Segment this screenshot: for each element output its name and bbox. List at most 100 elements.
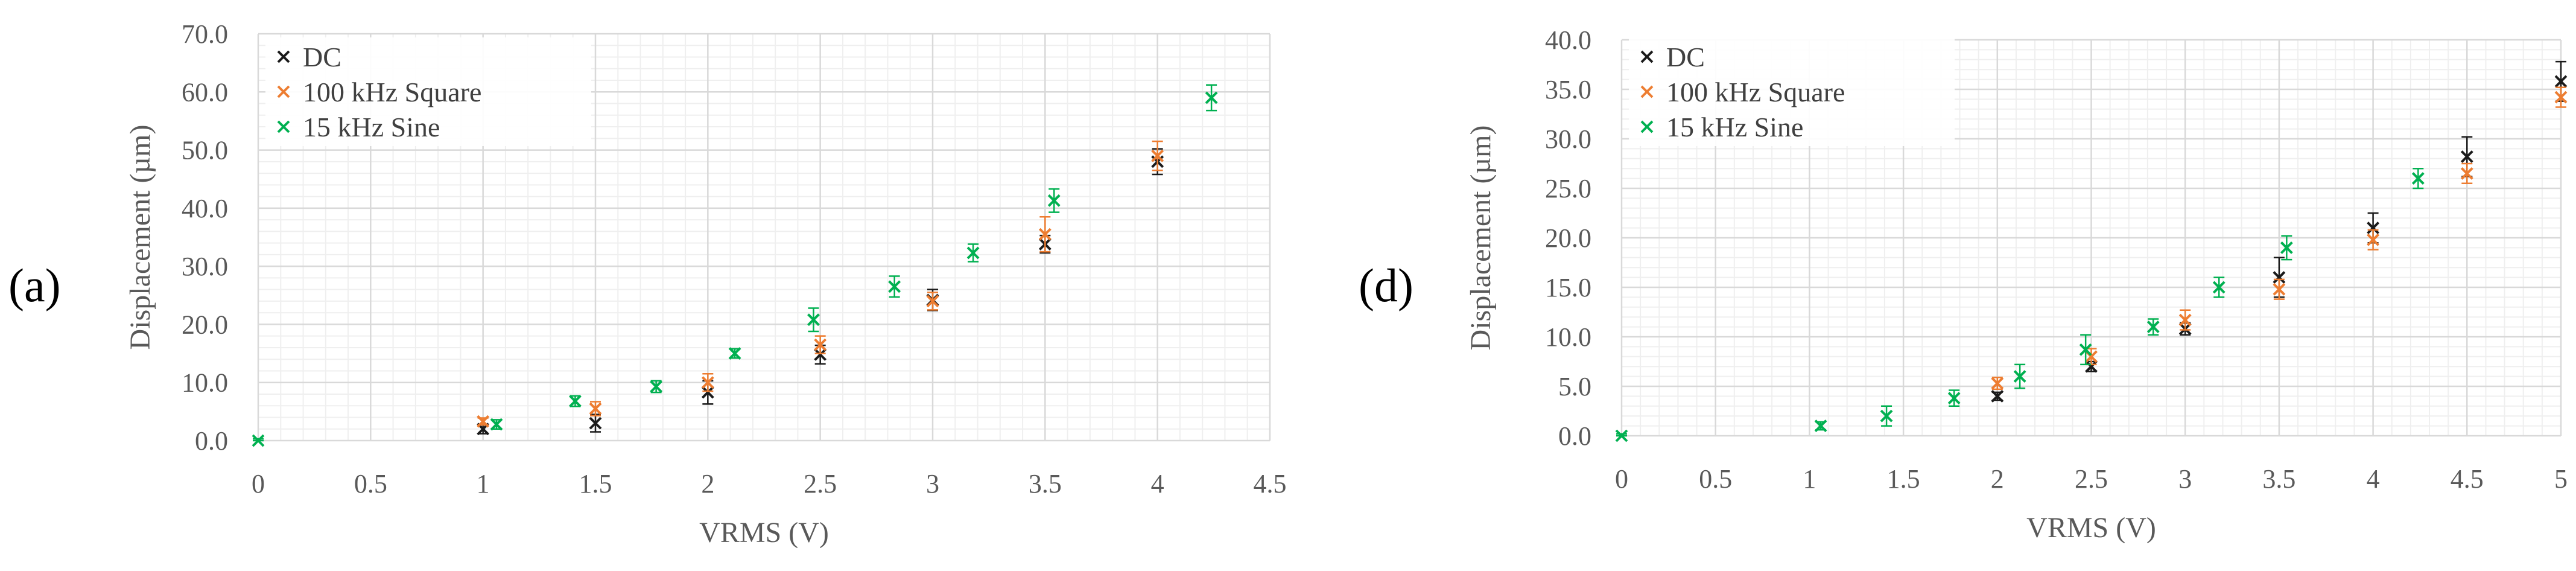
- data-point: [2212, 281, 2225, 294]
- legend-label: 100 kHz Square: [303, 77, 481, 107]
- data-point: [1205, 91, 1218, 104]
- data-point: [569, 395, 582, 407]
- y-tick-label: 5.0: [1558, 372, 1591, 401]
- data-point: [2178, 313, 2192, 327]
- chart-d: 0 0.5 1 1.5 2 2.5 3 3.5 4 4.5 5 0.0 5.0 10.0 15.0 20.0 2…: [1465, 25, 2568, 544]
- legend-label: DC: [1666, 42, 1705, 72]
- y-tick-label: 35.0: [1545, 75, 1591, 104]
- data-point: [2013, 370, 2026, 383]
- data-point: [1047, 194, 1061, 207]
- data-point: [2085, 360, 2098, 373]
- y-tick-label: 40.0: [182, 194, 228, 223]
- legend-label: 15 kHz Sine: [303, 112, 440, 142]
- data-point: [814, 348, 827, 361]
- data-point: [701, 376, 714, 389]
- data-point: [966, 246, 980, 260]
- chart-a: 0 0.5 1 1.5 2 2.5 3 3.5 4 4.5 0.0 10.0 20.0 30.0 40.0 5…: [124, 19, 1287, 549]
- data-point: [814, 338, 827, 351]
- x-tick-label: 1.5: [1887, 464, 1920, 494]
- data-point: [1947, 392, 1961, 405]
- data-point: [2411, 172, 2425, 185]
- legend-marker: [277, 85, 290, 98]
- x-tick-label: 2.5: [2075, 464, 2108, 494]
- data-point: [701, 386, 714, 399]
- data-point: [2079, 343, 2092, 356]
- data-point: [2460, 150, 2473, 163]
- y-tick-label: 20.0: [1545, 223, 1591, 253]
- data-point: [1991, 389, 2004, 403]
- data-point: [807, 313, 820, 327]
- data-point: [2273, 271, 2286, 284]
- x-tick-label: 4: [2367, 464, 2380, 494]
- panel-label-d: (d): [1359, 259, 1413, 311]
- legend-marker: [1640, 85, 1654, 98]
- y-tick-label: 70.0: [182, 19, 228, 49]
- data-point: [1991, 377, 2004, 390]
- data-point: [650, 380, 663, 393]
- y-tick-label: 0.0: [1558, 421, 1591, 451]
- legend-marker: [1640, 120, 1654, 133]
- x-tick-label: 3.5: [1029, 469, 1062, 499]
- legend-label: 15 kHz Sine: [1666, 112, 1803, 142]
- y-tick-label: 50.0: [182, 136, 228, 165]
- x-tick-label: 4.5: [2451, 464, 2484, 494]
- x-axis-title: VRMS (V): [2026, 512, 2156, 544]
- y-tick-label: 40.0: [1545, 25, 1591, 55]
- x-tick-label: 1: [1803, 464, 1816, 494]
- data-point: [2273, 282, 2286, 296]
- x-tick-label: 3: [926, 469, 939, 499]
- data-point: [1615, 429, 1628, 442]
- series-2: [477, 140, 1164, 428]
- series-3: [1615, 167, 2425, 442]
- y-tick-label: 0.0: [195, 426, 228, 456]
- data-point: [2146, 321, 2160, 334]
- data-point: [589, 402, 602, 415]
- legend-marker: [277, 50, 290, 63]
- data-point: [490, 418, 503, 431]
- x-tick-label: 4.5: [1254, 469, 1287, 499]
- y-tick-label: 10.0: [182, 368, 228, 398]
- data-point: [477, 415, 490, 428]
- x-tick-label: 3.5: [2262, 464, 2295, 494]
- x-axis-title: VRMS (V): [699, 517, 829, 549]
- data-point: [926, 295, 939, 308]
- legend-marker: [1640, 50, 1654, 63]
- data-point: [1880, 409, 1893, 423]
- y-axis-title: Displacement (µm): [124, 125, 156, 350]
- x-tick-label: 2.5: [804, 469, 837, 499]
- series-3: [252, 84, 1218, 447]
- data-point: [2554, 91, 2568, 104]
- data-point: [1814, 419, 1827, 433]
- data-point: [252, 434, 265, 447]
- legend-box: [265, 37, 591, 146]
- data-point: [2367, 222, 2380, 235]
- legend-marker: [277, 120, 290, 133]
- x-tick-label: 4: [1151, 469, 1164, 499]
- legend-label: DC: [303, 42, 341, 72]
- y-tick-label: 60.0: [182, 77, 228, 107]
- x-tick-label: 0.5: [354, 469, 387, 499]
- x-tick-label: 2: [701, 469, 714, 499]
- panel-label-a: (a): [8, 259, 61, 311]
- data-point: [728, 347, 741, 360]
- y-tick-label: 20.0: [182, 310, 228, 339]
- data-point: [2280, 241, 2293, 254]
- data-point: [2460, 167, 2473, 180]
- data-point: [2554, 75, 2568, 88]
- x-tick-label: 0: [252, 469, 265, 499]
- series-2: [1991, 86, 2568, 391]
- x-tick-label: 1: [477, 469, 490, 499]
- y-tick-label: 30.0: [1545, 124, 1591, 154]
- x-tick-label: 2: [1991, 464, 2004, 494]
- data-point: [2367, 233, 2380, 246]
- legend: DC 100 kHz Square 15 kHz Sine: [1629, 37, 1955, 146]
- data-point: [1038, 228, 1052, 241]
- x-tick-label: 3: [2178, 464, 2192, 494]
- x-tick-label: 0.5: [1699, 464, 1732, 494]
- x-tick-label: 0: [1615, 464, 1628, 494]
- y-tick-label: 10.0: [1545, 322, 1591, 352]
- y-tick-label: 15.0: [1545, 273, 1591, 302]
- x-tick-label: 1.5: [579, 469, 612, 499]
- y-tick-label: 25.0: [1545, 174, 1591, 203]
- data-point: [589, 416, 602, 430]
